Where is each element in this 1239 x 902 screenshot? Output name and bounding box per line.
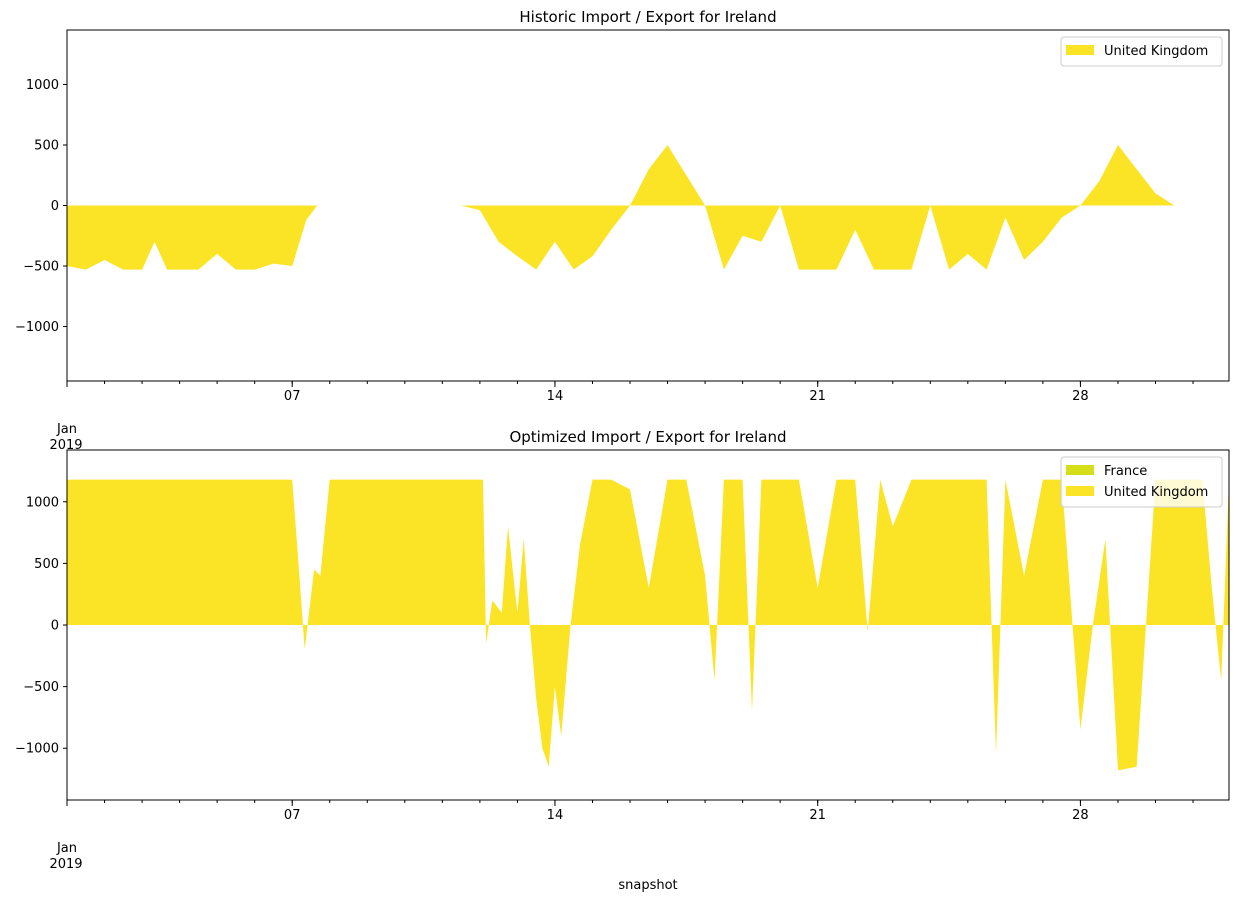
x-axis-label: snapshot — [618, 878, 677, 893]
historic-chart: Historic Import / Export for Ireland −10… — [15, 8, 1230, 453]
x-tick-label: 28 — [1072, 389, 1089, 404]
x-tick-label: 14 — [547, 389, 564, 404]
legend: United Kingdom — [1060, 36, 1223, 67]
y-tick-label: −1000 — [15, 320, 59, 335]
y-tick-label: −1000 — [15, 742, 59, 757]
x-tick-sublabel: 2019 — [49, 438, 82, 453]
legend-box — [1060, 456, 1223, 508]
legend-label: United Kingdom — [1104, 485, 1208, 500]
legend-label: United Kingdom — [1104, 44, 1208, 59]
x-tick-label: 14 — [547, 808, 564, 823]
legend-swatch — [1066, 45, 1094, 55]
y-tick-label: 0 — [51, 199, 59, 214]
y-tick-label: 1000 — [26, 78, 59, 93]
y-tick-label: −500 — [23, 260, 59, 275]
legend: France United Kingdom — [1060, 456, 1223, 508]
x-tick-label: 07 — [284, 389, 301, 404]
legend-swatch — [1066, 465, 1094, 475]
optimized-chart: Optimized Import / Export for Ireland −1… — [15, 428, 1230, 872]
area-united-kingdom — [67, 145, 1229, 270]
y-tick-label: 500 — [34, 138, 59, 153]
legend-swatch — [1066, 486, 1094, 496]
y-tick-label: 1000 — [26, 495, 59, 510]
x-tick-label: 28 — [1072, 808, 1089, 823]
x-tick-label: 21 — [809, 389, 826, 404]
x-tick-label: 21 — [809, 808, 826, 823]
legend-box — [1060, 36, 1223, 67]
x-tick-sublabel: 2019 — [49, 857, 82, 872]
legend-label: France — [1104, 464, 1147, 479]
y-tick-label: 0 — [51, 619, 59, 634]
area-united-kingdom — [67, 479, 1229, 771]
y-tick-label: −500 — [23, 680, 59, 695]
historic-chart-title: Historic Import / Export for Ireland — [519, 8, 776, 26]
x-tick-label: Jan — [56, 841, 77, 856]
y-tick-label: 500 — [34, 557, 59, 572]
x-tick-label: 07 — [284, 808, 301, 823]
x-tick-label: Jan — [56, 422, 77, 437]
optimized-chart-title: Optimized Import / Export for Ireland — [509, 428, 786, 446]
